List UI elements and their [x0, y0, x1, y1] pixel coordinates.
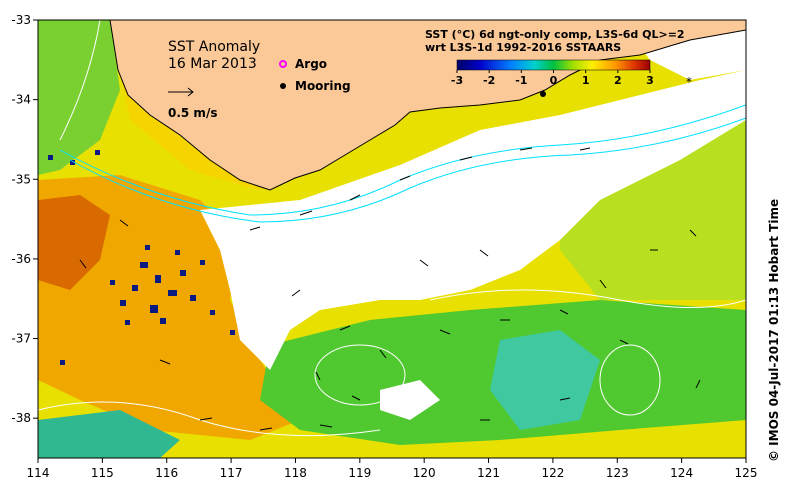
- y-tick-label: -36: [11, 252, 31, 266]
- y-tick-label: -38: [11, 411, 31, 425]
- x-tick-label: 117: [220, 466, 243, 480]
- y-tick-label: -35: [11, 172, 31, 186]
- mooring-marker[interactable]: [540, 91, 546, 97]
- map-area: *: [38, 20, 746, 458]
- scale-label: 0.5 m/s: [168, 106, 217, 120]
- x-tick-label: 123: [606, 466, 629, 480]
- y-tick-label: -34: [11, 93, 31, 107]
- product-line-2: wrt L3S-1d 1992-2016 SSTAARS: [425, 41, 621, 54]
- missing-data-south: [380, 380, 440, 420]
- colorbar-tick-label: 2: [614, 74, 622, 87]
- colorbar-tick-label: -2: [483, 74, 495, 87]
- cyan-patch-south: [490, 330, 600, 430]
- argo-symbol: [279, 60, 287, 68]
- x-tick-label: 120: [413, 466, 436, 480]
- current-vectors: [79, 147, 701, 431]
- x-tick-label: 114: [27, 466, 50, 480]
- isobath-line: [69, 117, 746, 223]
- x-tick-label: 119: [348, 466, 371, 480]
- x-axis: 114 115 116 117 118 119 120 121 122 123 124 125: [27, 458, 758, 480]
- colorbar-tick-label: -1: [515, 74, 527, 87]
- legend-argo-label: Argo: [295, 57, 327, 71]
- x-tick-label: 125: [735, 466, 758, 480]
- map-title: SST Anomaly: [168, 39, 260, 55]
- legend-mooring-label: Mooring: [295, 79, 351, 93]
- colorbar-ticks: -3 -2 -1 0 1 2 3: [451, 70, 654, 87]
- y-tick-label: -37: [11, 332, 31, 346]
- map-date: 16 Mar 2013: [168, 56, 257, 72]
- missing-data-region: [200, 70, 746, 370]
- colorbar: -3 -2 -1 0 1 2 3: [451, 59, 654, 87]
- x-tick-label: 115: [91, 466, 114, 480]
- hot-anomaly-west: [38, 195, 110, 290]
- x-tick-label: 122: [541, 466, 564, 480]
- plot-frame: [37, 19, 747, 459]
- product-line-1: SST (°C) 6d ngt-only comp, L3S-6d QL>=2: [425, 28, 685, 41]
- colorbar-gradient: [456, 59, 651, 71]
- y-axis: -33 -34 -35 -36 -37 -38: [11, 13, 38, 425]
- station-marker[interactable]: *: [686, 75, 692, 89]
- scale-arrow-head: [187, 87, 194, 97]
- x-tick-label: 124: [670, 466, 693, 480]
- colorbar-tick-label: -3: [451, 74, 463, 87]
- credit-text: © IMOS 04-Jul-2017 01:13 Hobart Time: [767, 199, 781, 462]
- y-tick-label: -33: [11, 13, 31, 27]
- velocity-scale: 0.5 m/s: [168, 87, 217, 120]
- x-tick-label: 118: [284, 466, 307, 480]
- x-tick-label: 121: [477, 466, 500, 480]
- colorbar-tick-label: 1: [582, 74, 590, 87]
- sst-contours: [38, 20, 746, 437]
- blue-speckle-patch: [48, 150, 235, 365]
- map-legend: Argo Mooring: [279, 57, 351, 93]
- mooring-symbol: [280, 83, 286, 89]
- colorbar-tick-label: 3: [646, 74, 654, 87]
- x-tick-label: 116: [155, 466, 178, 480]
- product-description: SST (°C) 6d ngt-only comp, L3S-6d QL>=2 …: [425, 28, 685, 54]
- teal-patch-southwest: [38, 410, 180, 458]
- isobath-line: [59, 104, 746, 216]
- colorbar-tick-label: 0: [550, 74, 558, 87]
